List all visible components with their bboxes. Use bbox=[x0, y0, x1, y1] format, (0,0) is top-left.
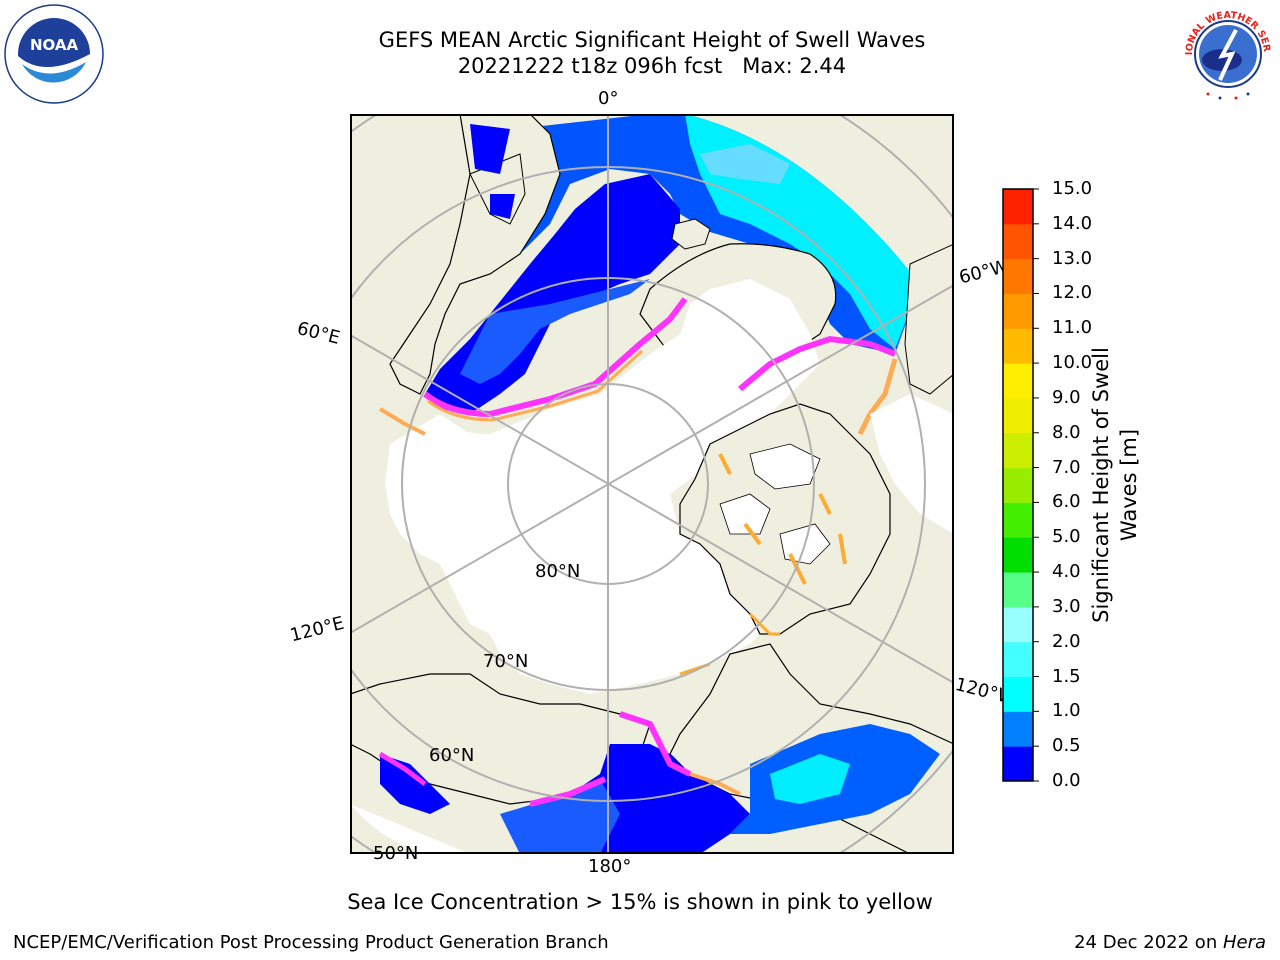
colorbar-tick-label: 13.0 bbox=[1052, 247, 1093, 269]
colorbar-tick-label: 5.0 bbox=[1052, 526, 1081, 548]
nws-logo: NATIONAL WEATHER SERVICE bbox=[1178, 4, 1276, 102]
colorbar-segment bbox=[1003, 328, 1033, 364]
lon-label-60e: 60°E bbox=[294, 318, 342, 349]
colorbar-tick-label: 15.0 bbox=[1052, 178, 1093, 199]
chart-title: GEFS MEAN Arctic Significant Height of S… bbox=[378, 28, 926, 52]
ice-edge-barents bbox=[378, 407, 426, 436]
colorbar-label-line1: Significant Height of Swell bbox=[1089, 347, 1113, 623]
colorbar-label: Significant Height of Swell Waves [m] bbox=[1087, 325, 1143, 645]
lat-label-60n: 60°N bbox=[429, 745, 475, 766]
chart-subtitle: 20221222 t18z 096h fcst Max: 2.44 bbox=[457, 54, 847, 78]
colorbar-tick-label: 11.0 bbox=[1052, 317, 1093, 339]
colorbar-tick-label: 14.0 bbox=[1052, 212, 1093, 234]
colorbar-segment bbox=[1003, 711, 1033, 747]
colorbar-tick-label: 6.0 bbox=[1052, 491, 1081, 513]
colorbar-segment bbox=[1003, 363, 1033, 399]
colorbar-tick-label: 7.0 bbox=[1052, 456, 1081, 478]
colorbar-segment bbox=[1003, 432, 1033, 469]
colorbar-frame bbox=[1002, 188, 1034, 782]
colorbar-tick-label: 8.0 bbox=[1052, 421, 1081, 443]
colorbar-segment bbox=[1003, 606, 1033, 643]
colorbar-segment bbox=[1003, 189, 1033, 225]
colorbar-segment bbox=[1003, 572, 1033, 608]
ice-edge-atlantic bbox=[423, 297, 688, 418]
colorbar-segment bbox=[1003, 676, 1033, 712]
lat-label-80n: 80°N bbox=[535, 561, 581, 582]
colorbar-tick-label: 2.0 bbox=[1052, 630, 1081, 652]
colorbar-segment bbox=[1003, 641, 1033, 678]
noaa-logo: NOAA bbox=[4, 4, 104, 104]
arctic-sea-ice bbox=[435, 279, 820, 694]
colorbar-tick-label: 0.5 bbox=[1052, 735, 1081, 757]
colorbar-segment bbox=[1003, 502, 1033, 538]
graticule bbox=[350, 114, 954, 854]
colorbar-segment bbox=[1003, 467, 1033, 503]
ice-edge-bering bbox=[619, 711, 692, 777]
lat-label-70n: 70°N bbox=[483, 651, 529, 672]
colorbar-segment bbox=[1003, 258, 1033, 294]
lat-label-50n: 50°N bbox=[373, 843, 419, 864]
colorbar-tick-label: 10.0 bbox=[1052, 352, 1093, 374]
iceland bbox=[671, 218, 711, 250]
ice-caption: Sea Ice Concentration > 15% is shown in … bbox=[347, 890, 933, 914]
polar-map bbox=[350, 114, 954, 854]
lon-label-0: 0° bbox=[598, 88, 619, 109]
colorbar-segment bbox=[1003, 397, 1033, 434]
colorbar-tick-label: 4.0 bbox=[1052, 561, 1081, 583]
colorbar-tick-label: 3.0 bbox=[1052, 595, 1081, 617]
footer-host: Hera bbox=[1222, 932, 1266, 953]
hudson-region-ice bbox=[870, 394, 954, 534]
colorbar-segment bbox=[1003, 223, 1033, 260]
noaa-logo-text: NOAA bbox=[30, 36, 79, 54]
colorbar-tick-label: 12.0 bbox=[1052, 282, 1093, 304]
colorbar-segment bbox=[1003, 293, 1033, 329]
meridian-120e-60w bbox=[350, 284, 954, 634]
colorbar-tick-label: 1.5 bbox=[1052, 665, 1081, 687]
colorbar-tick-label: 0.0 bbox=[1052, 770, 1081, 791]
meridian-60e-120w bbox=[350, 334, 954, 684]
footer-date: 24 Dec 2022 on Hera bbox=[1074, 932, 1266, 953]
colorbar-tick-label: 9.0 bbox=[1052, 386, 1081, 408]
colorbar bbox=[1002, 188, 1039, 782]
colorbar-tick-label: 1.0 bbox=[1052, 700, 1081, 722]
footer-credit: NCEP/EMC/Verification Post Processing Pr… bbox=[13, 932, 609, 953]
lon-label-180: 180° bbox=[588, 856, 632, 877]
colorbar-segment bbox=[1003, 537, 1033, 573]
canadian-archipelago bbox=[679, 403, 891, 635]
colorbar-label-line2: Waves [m] bbox=[1117, 428, 1141, 542]
lon-label-120e: 120°E bbox=[288, 612, 347, 647]
colorbar-segment bbox=[1003, 746, 1033, 782]
ice-edge-baffin bbox=[738, 335, 897, 392]
map-frame bbox=[350, 114, 954, 854]
footer-date-text: 24 Dec 2022 on bbox=[1074, 932, 1223, 953]
